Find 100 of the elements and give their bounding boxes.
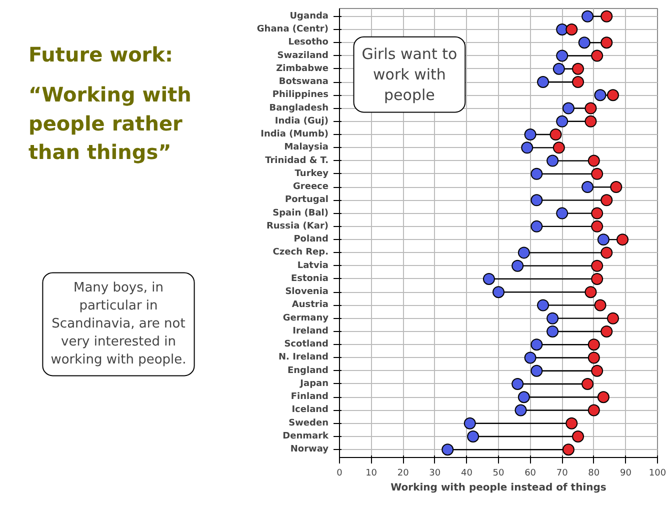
y-tick-label: Botswana	[278, 77, 329, 88]
point	[597, 234, 610, 246]
y-tick-label: Poland	[294, 234, 329, 245]
y-tick-label: Austria	[292, 300, 329, 310]
point	[521, 142, 534, 154]
y-tick-label: Latvia	[297, 260, 329, 271]
point	[588, 352, 600, 364]
y-tick-label: India (Mumb)	[260, 130, 329, 140]
point	[530, 194, 543, 206]
y-tick-label: Slovenia	[285, 287, 329, 298]
annotation: Girls want to work with people	[362, 44, 458, 104]
y-tick-label: Finland	[290, 392, 329, 402]
point	[578, 36, 590, 49]
point	[566, 24, 578, 36]
text: Future work:	[28, 42, 173, 66]
point	[600, 36, 613, 49]
y-tick-label: N. Ireland	[278, 352, 328, 363]
point	[552, 142, 565, 154]
y-tick-label: Iceland	[292, 405, 328, 416]
point	[606, 89, 619, 102]
x-tick-label: 100	[648, 468, 666, 478]
y-tick-label: Greece	[293, 182, 329, 192]
x-tick-label: 50	[492, 468, 504, 478]
point	[616, 234, 629, 246]
x-tick-label: 60	[524, 468, 536, 478]
point	[600, 194, 613, 206]
point	[600, 10, 613, 22]
y-tick-label: Turkey	[294, 168, 329, 179]
x-tick-label: 80	[588, 468, 600, 478]
point	[556, 50, 568, 62]
point	[606, 312, 619, 324]
y-tick-label: Japan	[299, 378, 329, 389]
x-tick-label: 40	[460, 468, 473, 478]
point	[594, 89, 606, 102]
point	[512, 260, 524, 272]
point	[588, 154, 600, 167]
x-tick-label: 10	[366, 468, 378, 478]
y-tick-label: Czech Rep.	[272, 248, 328, 258]
point	[591, 207, 604, 220]
y-tick-label: Sweden	[288, 418, 329, 428]
point	[600, 246, 613, 259]
point	[518, 246, 530, 259]
point	[591, 168, 604, 180]
x-axis-title: Working with people instead of things	[390, 482, 606, 494]
y-tick-label: Malaysia	[284, 142, 329, 153]
point	[530, 364, 543, 377]
point	[600, 325, 613, 338]
point	[524, 128, 536, 141]
text: Many boys, in particular in Scandinavia, are not very interested in working with people.	[50, 280, 186, 368]
point	[588, 338, 600, 351]
point	[552, 62, 565, 75]
point	[556, 24, 568, 36]
y-tick-label: Lesotho	[288, 38, 329, 48]
y-tick-label: Germany	[282, 313, 329, 324]
point	[524, 352, 536, 364]
point	[566, 417, 578, 430]
y-tick-label: Zimbabwe	[276, 64, 329, 74]
point	[591, 50, 604, 62]
point	[584, 102, 597, 114]
point	[610, 181, 622, 194]
y-tick-label: Swaziland	[277, 50, 328, 61]
y-tick-label: England	[287, 366, 329, 376]
point	[537, 76, 550, 88]
point	[492, 286, 504, 298]
point	[591, 272, 604, 285]
point	[530, 338, 543, 351]
text: “Working with people rather than things”	[28, 82, 192, 164]
x-tick-label: 30	[429, 468, 441, 478]
point	[546, 325, 559, 338]
point	[588, 404, 600, 416]
point	[572, 76, 584, 88]
y-tick-label: Ireland	[292, 326, 329, 336]
y-tick-label: Russia (Kar)	[266, 221, 329, 232]
point	[572, 430, 584, 442]
point	[594, 299, 606, 312]
point	[512, 378, 524, 390]
point	[442, 444, 454, 456]
point	[467, 430, 480, 442]
point	[556, 115, 568, 128]
point	[550, 128, 562, 141]
y-tick-label: Trinidad & T.	[265, 156, 329, 166]
point	[556, 207, 568, 220]
point	[546, 312, 559, 324]
y-tick-label: Denmark	[282, 431, 330, 442]
point	[572, 62, 584, 75]
point	[591, 260, 604, 272]
point	[597, 391, 610, 404]
x-tick-label: 20	[397, 468, 410, 478]
x-tick-label: 90	[620, 468, 632, 478]
point	[530, 220, 543, 232]
point	[537, 299, 550, 312]
y-tick-label: India (Guj)	[274, 116, 329, 126]
point	[582, 378, 594, 390]
point	[530, 168, 543, 180]
point	[562, 102, 574, 114]
x-tick-label: 70	[556, 468, 568, 478]
x-tick-label: 0	[336, 468, 343, 478]
y-tick-label: Scotland	[284, 340, 328, 350]
point	[464, 417, 476, 430]
y-tick-label: Spain (Bal)	[272, 208, 329, 218]
